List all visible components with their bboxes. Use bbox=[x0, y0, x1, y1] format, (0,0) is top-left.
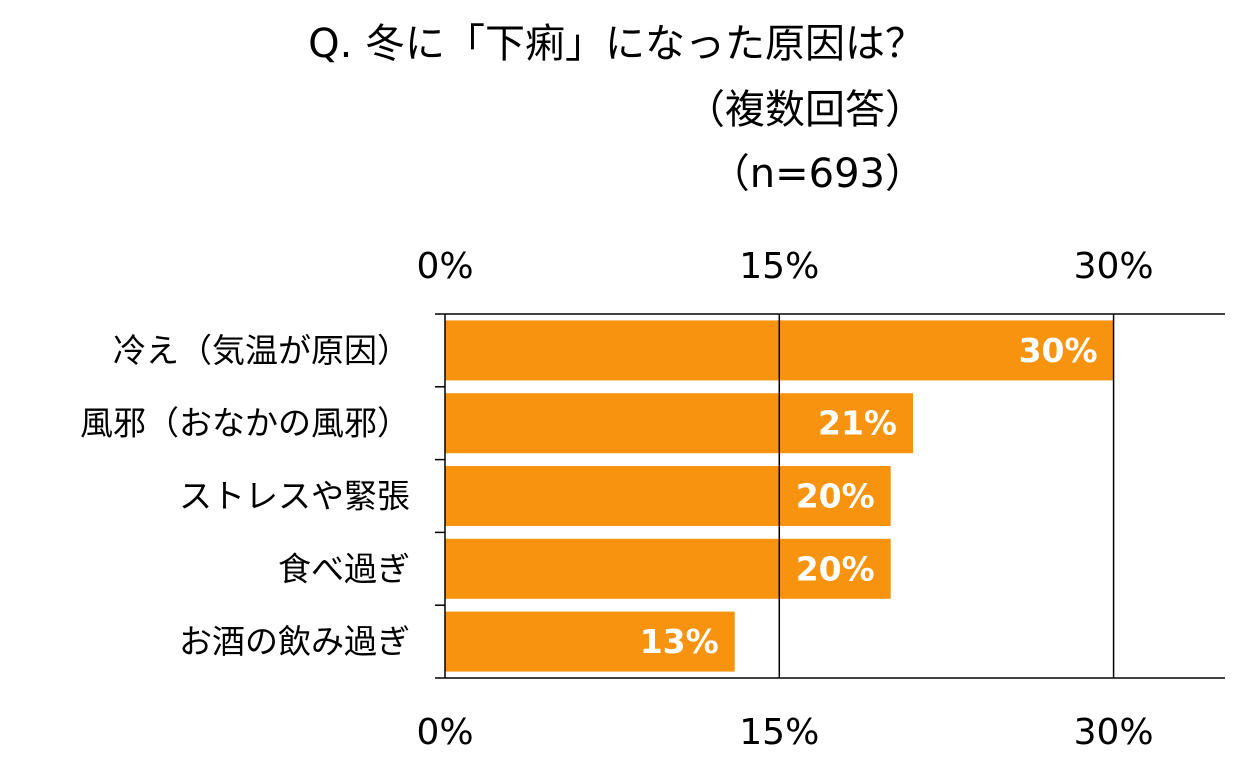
chart-subtitle-multiple-answers: （複数回答） bbox=[685, 87, 925, 133]
value-label-2: 21% bbox=[818, 404, 897, 443]
x-tick-label-top-15: 15% bbox=[739, 246, 819, 287]
bar-2 bbox=[445, 393, 913, 454]
value-label-4: 20% bbox=[796, 549, 875, 588]
bar-3 bbox=[445, 466, 891, 526]
category-label-1: 冷え（気温が原因） bbox=[113, 331, 410, 370]
category-label-3: ストレスや緊張 bbox=[179, 477, 410, 516]
x-tick-label-top-30: 30% bbox=[1074, 246, 1154, 287]
x-tick-label-bottom-0: 0% bbox=[416, 712, 473, 753]
chart-subtitle-sample-size: （n=693） bbox=[709, 151, 925, 197]
category-label-4: 食べ過ぎ bbox=[278, 549, 410, 588]
bar-5 bbox=[445, 611, 735, 672]
x-tick-label-bottom-30: 30% bbox=[1074, 712, 1154, 753]
value-label-5: 13% bbox=[640, 622, 719, 661]
category-label-2: 風邪（おなかの風邪） bbox=[80, 404, 410, 443]
x-tick-label-bottom-15: 15% bbox=[739, 712, 819, 753]
bar-4 bbox=[445, 538, 891, 599]
chart-title: Q. 冬に「下痢」になった原因は？ bbox=[308, 21, 925, 67]
category-label-5: お酒の飲み過ぎ bbox=[179, 622, 410, 661]
x-tick-label-top-0: 0% bbox=[416, 246, 473, 287]
value-label-1: 30% bbox=[1019, 331, 1098, 370]
value-label-3: 20% bbox=[796, 477, 875, 516]
